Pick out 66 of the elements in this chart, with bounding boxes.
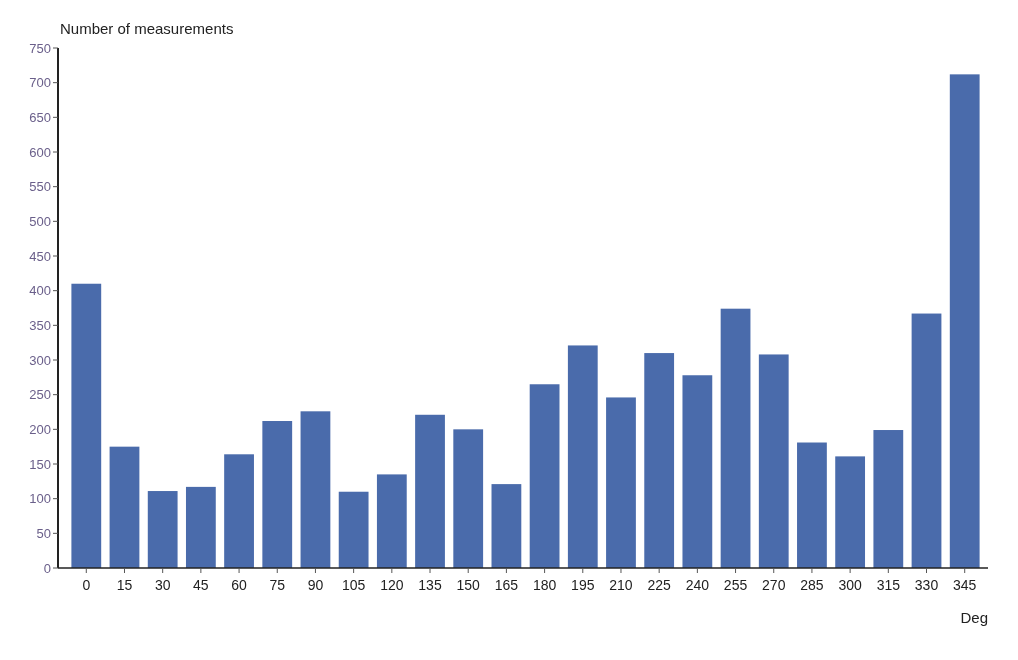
x-tick-label: 90	[307, 577, 324, 593]
y-tick-label: 750	[29, 40, 51, 56]
x-tick-label: 30	[154, 577, 171, 593]
x-tick-label: 210	[609, 577, 633, 593]
y-tick-label: 550	[29, 179, 51, 195]
y-axis-title: Number of measurements	[60, 20, 234, 37]
x-tick-label: 315	[876, 577, 901, 593]
y-tick-label: 150	[29, 456, 51, 472]
x-tick-label: 135	[418, 577, 442, 593]
y-tick-label: 350	[29, 317, 51, 333]
y-tick-label: 250	[29, 387, 51, 403]
y-tick-label: 0	[43, 560, 51, 576]
x-tick-label: 240	[685, 577, 710, 593]
bar	[606, 397, 636, 568]
bar	[797, 442, 827, 568]
x-tick-label: 225	[647, 577, 672, 593]
y-tick-label: 700	[29, 75, 51, 91]
y-tick-label: 200	[29, 421, 51, 437]
x-tick-label: 45	[193, 577, 209, 593]
bar	[376, 474, 407, 568]
y-tick-label: 450	[29, 248, 51, 264]
x-axis-title: Deg	[960, 609, 988, 626]
y-tick-label: 600	[29, 144, 51, 160]
x-tick-label: 270	[762, 577, 786, 593]
bar	[682, 375, 713, 568]
bar	[720, 308, 751, 568]
bar	[644, 353, 675, 568]
x-tick-label: 150	[456, 577, 481, 593]
x-tick-label: 195	[571, 577, 595, 593]
x-tick-label: 120	[380, 577, 404, 593]
x-tick-label: 15	[116, 577, 133, 593]
bar	[911, 313, 942, 568]
bar	[567, 345, 598, 568]
bar	[338, 491, 369, 568]
x-tick-label: 60	[231, 577, 248, 593]
bar	[529, 384, 560, 568]
y-tick-label: 50	[36, 525, 51, 541]
bar	[415, 414, 445, 568]
y-tick-label: 300	[29, 352, 51, 368]
y-tick-label: 100	[29, 491, 51, 507]
bar	[835, 456, 866, 568]
x-tick-label: 345	[953, 577, 977, 593]
y-tick-label: 650	[29, 109, 51, 125]
y-tick-label: 400	[29, 283, 51, 299]
bar	[491, 484, 522, 568]
bar	[109, 446, 140, 568]
x-tick-label: 165	[494, 577, 519, 593]
bar	[147, 491, 178, 568]
x-tick-label: 285	[800, 577, 824, 593]
bar	[758, 354, 789, 568]
bar	[873, 430, 904, 568]
bar	[262, 421, 293, 568]
bar	[949, 74, 980, 568]
bar	[71, 283, 102, 568]
x-tick-label: 330	[914, 577, 939, 593]
bar	[453, 429, 484, 568]
bar	[185, 486, 216, 568]
bar	[300, 411, 331, 568]
x-tick-label: 75	[269, 577, 286, 593]
y-tick-label: 500	[29, 213, 51, 229]
x-tick-label: 300	[838, 577, 863, 593]
x-tick-label: 105	[341, 577, 366, 593]
x-tick-label: 255	[723, 577, 748, 593]
bar	[224, 454, 254, 568]
x-tick-label: 180	[532, 577, 557, 593]
x-tick-label: 0	[82, 577, 91, 593]
